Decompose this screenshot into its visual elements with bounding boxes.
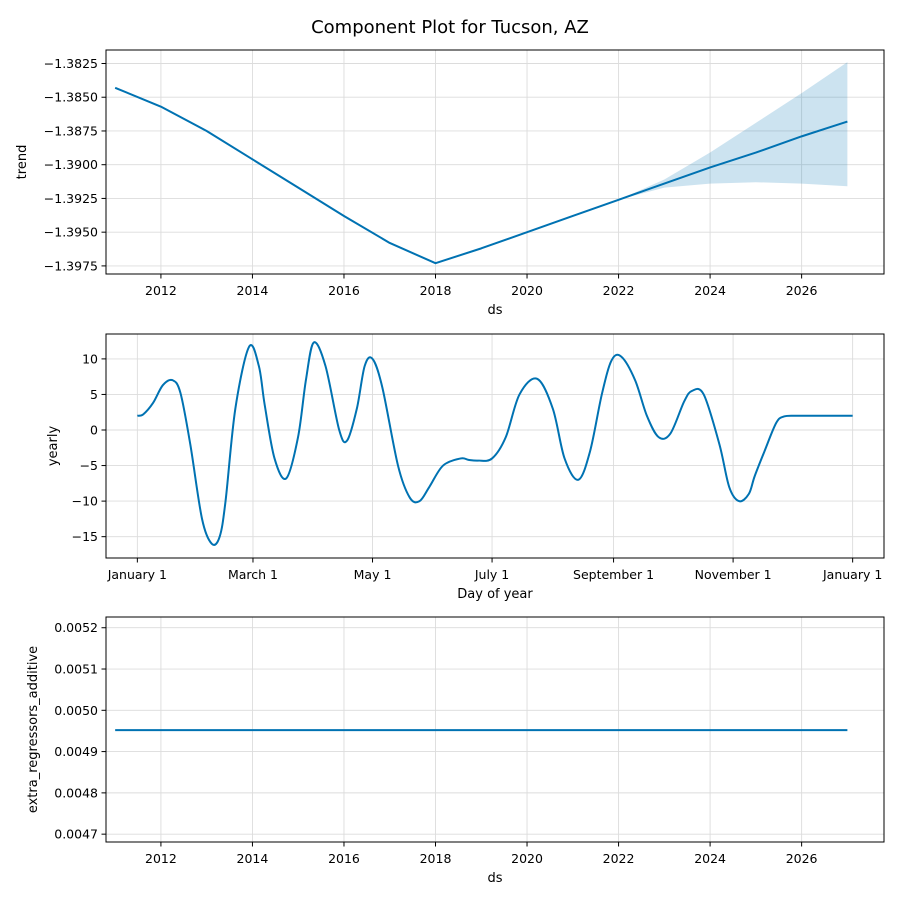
x-tick-label: 2014 (237, 851, 269, 866)
chart-panel-2: January 1 March 1 May 1 July 1 September 1 No… (46, 333, 885, 602)
x-tick-label: 2012 (145, 283, 177, 298)
x-tick-label: 2020 (511, 283, 543, 298)
y-tick-label: 5 (90, 387, 98, 402)
y-tick-label: −1.3850 (44, 90, 98, 105)
x-tick-label: 2026 (786, 851, 818, 866)
y-tick-label: −5 (80, 458, 98, 473)
y-axis-label: yearly (46, 426, 61, 467)
x-tick-label: January 1 (822, 567, 882, 582)
x-tick-label: 2014 (237, 283, 269, 298)
y-tick-label: −10 (72, 494, 98, 509)
y-tick-label: 0.0049 (54, 744, 98, 759)
y-axis-label: trend (15, 145, 30, 180)
x-tick-label: 2022 (603, 283, 635, 298)
x-axis-label: ds (487, 303, 502, 318)
y-tick-label: −1.3925 (44, 191, 98, 206)
x-tick-label: November 1 (695, 567, 772, 582)
x-tick-label: 2018 (420, 851, 452, 866)
y-tick-label: −1.3950 (44, 225, 98, 240)
y-tick-label: 0.0050 (54, 703, 98, 718)
x-tick-label: May 1 (354, 567, 392, 582)
chart-panel-1: 2012 2014 2016 2018 2020 2022 2024 2026 −1.3825 −… (15, 49, 885, 318)
x-tick-label: 2018 (420, 283, 452, 298)
uncertainty-band (618, 62, 848, 200)
x-tick-label: 2016 (328, 851, 360, 866)
grid-lines (106, 617, 884, 842)
x-tick-label: January 1 (107, 567, 167, 582)
plot-frame (105, 616, 885, 843)
x-tick-label: July 1 (474, 567, 509, 582)
y-axis-label: extra_regressors_additive (26, 646, 41, 813)
figure-title: Component Plot for Tucson, AZ (311, 17, 589, 38)
y-tick-label: 10 (82, 351, 98, 366)
x-tick-label: 2022 (603, 851, 635, 866)
grid-lines (106, 334, 884, 558)
x-tick-label: March 1 (228, 567, 278, 582)
x-tick-label: 2016 (328, 283, 360, 298)
y-tick-label: −1.3875 (44, 123, 98, 138)
y-tick-label: 0 (90, 423, 98, 438)
x-axis-label: ds (487, 871, 502, 886)
y-tick-label: −1.3900 (44, 157, 98, 172)
chart-panel-3: 2012 2014 2016 2018 2020 2022 2024 2026 0.0052 0.… (26, 616, 885, 886)
plot-frame (105, 49, 885, 275)
x-axis-label: Day of year (457, 587, 533, 602)
grid-lines (106, 50, 884, 274)
y-tick-label: −1.3975 (44, 258, 98, 273)
y-tick-label: 0.0047 (54, 827, 98, 842)
x-tick-label: 2020 (511, 851, 543, 866)
plot-frame (105, 333, 885, 559)
y-tick-label: 0.0052 (54, 620, 98, 635)
series-line-1 (137, 341, 853, 546)
x-tick-label: 2026 (786, 283, 818, 298)
x-tick-label: 2012 (145, 851, 177, 866)
x-tick-label: September 1 (573, 567, 654, 582)
y-tick-label: −15 (72, 529, 98, 544)
chart-panels: 2012 2014 2016 2018 2020 2022 2024 2026 −1.3825 −… (15, 49, 885, 886)
x-tick-label: 2024 (694, 851, 726, 866)
y-tick-label: 0.0048 (54, 785, 98, 800)
x-tick-label: 2024 (694, 283, 726, 298)
y-tick-label: 0.0051 (54, 662, 98, 677)
series-line-1 (114, 86, 848, 265)
y-tick-label: −1.3825 (44, 56, 98, 71)
